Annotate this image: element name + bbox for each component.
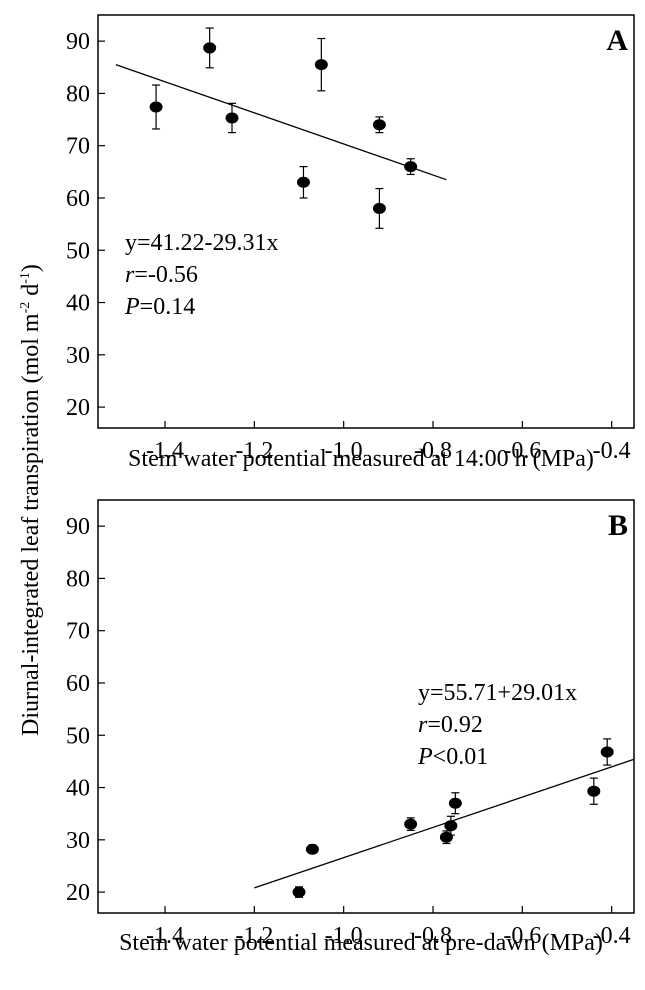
panel-a-y-tick-label: 60 [66,186,90,212]
panel-b-x-tick-label: -0.6 [503,923,541,949]
panel-a-frame [97,14,635,429]
panel-b-y-tick-label: 70 [66,619,90,645]
y-axis-title-sup2: -1 [18,272,33,284]
panel-b-data-point [305,843,319,855]
y-axis-title-mid: d [18,284,44,302]
panel-b-r-value: =0.92 [427,712,483,738]
panel-b-equation: y=55.71+29.01x [418,680,577,706]
panel-b-data-point [439,831,453,843]
panel-a-y-tick-label: 40 [66,291,90,317]
panel-a-p-stat: P=0.14 [124,294,195,320]
panel-b-x-tick-label: -0.4 [593,923,631,949]
panel-a-x-tick-label: -0.6 [503,438,541,464]
y-axis-title: Diurnal-integrated leaf transpiration (m… [18,264,44,736]
panel-b-data-point [292,886,306,898]
panel-b-y-tick-label: 50 [66,723,90,749]
panel-b-data-point [587,785,601,797]
panel-a-data-point [372,119,386,131]
panel-b-y-tick-label: 90 [66,514,90,540]
panel-b-p-stat: P<0.01 [417,744,488,770]
panel-b-data-point [404,818,418,830]
panel-a-r-value: =-0.56 [134,262,198,288]
panel-a-regression-line [115,64,447,181]
panel-b-x-tick-label: -1.2 [235,923,273,949]
panel-a-y-tick-label: 30 [66,343,90,369]
panel-b-data-point [444,820,458,832]
panel-a: -1.4 -1.2 -1.0 -0.8 -0.6 -0.4 20 30 40 50 60 70 80 90… [66,14,635,472]
panel-b-letter: B [608,509,628,542]
panel-a-data-point [203,42,217,54]
panel-b-data-point [600,746,614,758]
panel-a-letter: A [606,24,628,57]
panel-a-data-point [404,161,418,173]
y-axis-title-sup1: -2 [18,302,33,314]
panel-a-ticks: -1.4 -1.2 -1.0 -0.8 -0.6 -0.4 20 30 40 50 60 70 80 90 [66,29,631,464]
panel-a-x-tick-label: -0.8 [414,438,452,464]
panel-a-p-value: =0.14 [140,294,196,320]
panel-a-x-tick-label: -1.2 [235,438,273,464]
panel-b-frame [97,499,635,914]
panel-b-y-tick-label: 80 [66,566,90,592]
panel-b-p-symbol: P [417,744,433,770]
panel-b-marks [254,738,635,898]
panel-b-y-tick-label: 30 [66,828,90,854]
panel-a-x-tick-label: -0.4 [593,438,631,464]
panel-a-y-tick-label: 70 [66,134,90,160]
panel-a-marks [115,27,447,229]
panel-b-r-symbol: r [418,712,428,738]
panel-a-y-tick-label: 50 [66,238,90,264]
panel-a-y-tick-label: 80 [66,81,90,107]
panel-a-y-tick-label: 20 [66,395,90,421]
panel-a-data-point [149,101,163,113]
panel-a-x-tick-label: -1.4 [146,438,184,464]
panel-b-data-point [448,797,462,809]
panel-b-r-stat: r=0.92 [418,712,483,738]
panel-a-r-symbol: r [125,262,135,288]
panel-b-y-tick-label: 20 [66,880,90,906]
panel-b-regression-line [254,758,635,889]
panel-a-data-point [296,176,310,188]
panel-b-p-value: <0.01 [433,744,489,770]
panel-a-p-symbol: P [124,294,140,320]
panel-b: -1.4 -1.2 -1.0 -0.8 -0.6 -0.4 20 30 40 50 60 70 80 90… [66,499,635,956]
panel-b-x-tick-label: -1.4 [146,923,184,949]
panel-b-x-tick-label: -0.8 [414,923,452,949]
panel-a-y-tick-label: 90 [66,29,90,55]
panel-a-data-point [314,59,328,71]
panel-b-x-axis-title: Stem water potential measured at pre-daw… [119,930,603,956]
panel-a-x-axis-title: Stem water potential measured at 14:00 h… [128,446,594,472]
y-axis-title-main: Diurnal-integrated leaf transpiration (m… [18,313,44,736]
panel-a-r-stat: r=-0.56 [125,262,198,288]
panel-a-data-point [372,202,386,214]
panel-b-y-tick-label: 40 [66,776,90,802]
panel-b-ticks: -1.4 -1.2 -1.0 -0.8 -0.6 -0.4 20 30 40 50 60 70 80 90 [66,514,631,949]
panel-b-x-tick-label: -1.0 [325,923,363,949]
panel-a-data-point [225,112,239,124]
y-axis-title-end: ) [18,264,44,272]
panel-a-x-tick-label: -1.0 [325,438,363,464]
panel-a-equation: y=41.22-29.31x [125,230,279,256]
panel-b-y-tick-label: 60 [66,671,90,697]
